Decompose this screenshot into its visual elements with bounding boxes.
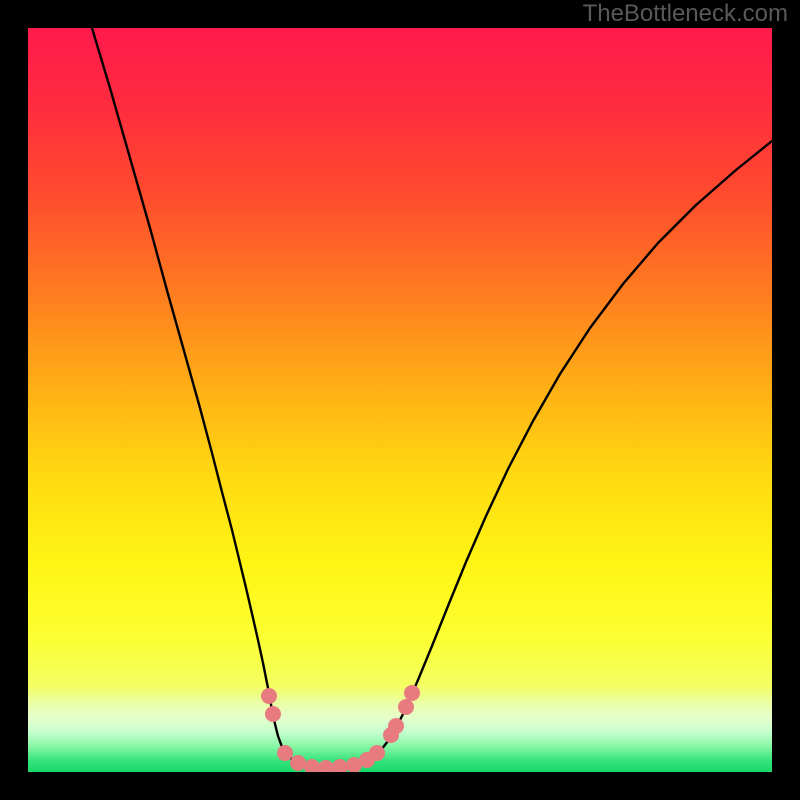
- curve-marker: [261, 688, 277, 704]
- curve-marker: [398, 699, 414, 715]
- watermark-text: TheBottleneck.com: [583, 0, 788, 28]
- chart-svg: [28, 28, 772, 772]
- curve-marker: [369, 745, 385, 761]
- curve-marker: [265, 706, 281, 722]
- curve-marker: [388, 718, 404, 734]
- gradient-background: [28, 28, 772, 772]
- curve-marker: [404, 685, 420, 701]
- plot-area: [28, 28, 772, 772]
- curve-marker: [290, 755, 306, 771]
- curve-marker: [277, 745, 293, 761]
